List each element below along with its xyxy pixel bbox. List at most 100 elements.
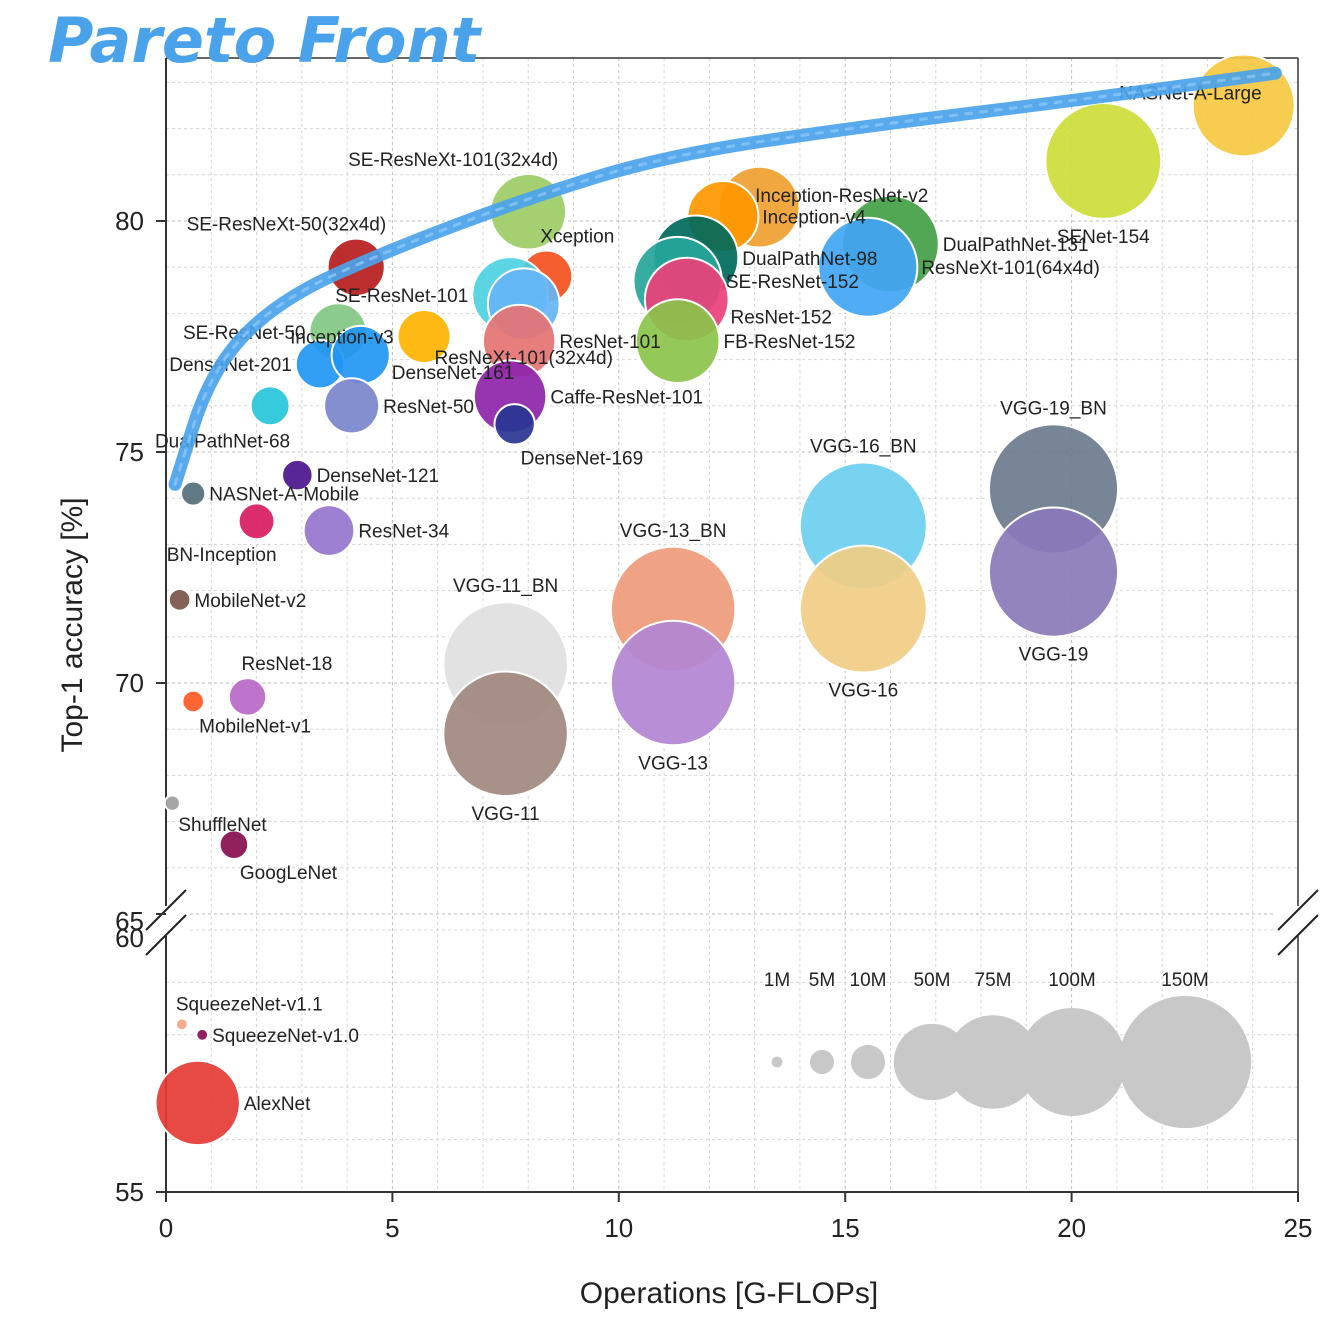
pareto-front-texture: [173, 71, 1277, 486]
x-tick-label: 10: [604, 1213, 633, 1243]
bubble-label: AlexNet: [244, 1094, 311, 1115]
bubble-label: ResNeXt-101(64x4d): [921, 258, 1099, 279]
legend-label: 1M: [764, 970, 790, 991]
bubble-label: Inception-ResNet-v2: [755, 186, 928, 207]
bubble-label: SE-ResNeXt-101(32x4d): [348, 150, 558, 171]
bubble: [817, 216, 919, 318]
bubble-label: VGG-11_BN: [453, 576, 558, 597]
legend-bubble: [1118, 995, 1252, 1129]
legend-bubble: [850, 1044, 886, 1080]
y-tick-label: 55: [115, 1177, 144, 1207]
bubble: [609, 619, 737, 747]
bubble-label: DenseNet-121: [317, 466, 440, 487]
bubble-label: Inception-v3: [290, 328, 394, 349]
bubble-label: VGG-11: [471, 804, 539, 825]
bubble: [227, 677, 268, 717]
bubble: [302, 504, 356, 557]
legend-bubble: [809, 1049, 835, 1075]
bubble: [493, 403, 536, 446]
bubble-label: VGG-16_BN: [810, 436, 917, 457]
y-tick-label: 60: [115, 923, 144, 953]
bubble-label: DualPathNet-68: [155, 431, 290, 452]
x-tick-label: 0: [159, 1213, 173, 1243]
legend-label: 50M: [914, 970, 951, 991]
axis-break-right: [1277, 889, 1319, 931]
y-tick-label: 75: [115, 437, 144, 467]
bubble-label: SE-ResNeXt-50(32x4d): [187, 215, 387, 236]
bubble: [987, 506, 1120, 638]
bubble-label: Caffe-ResNet-101: [550, 388, 703, 409]
bubbles: NASNet-A-LargeSENet-154SE-ResNeXt-101(32…: [154, 53, 1296, 1147]
y-axis-title: Top-1 accuracy [%]: [56, 497, 89, 752]
bubble-label: Xception: [540, 227, 614, 248]
bubble-label: DenseNet-161: [392, 363, 515, 384]
bubble: [181, 689, 205, 714]
bubble-label: DualPathNet-131: [943, 235, 1089, 256]
legend-label: 150M: [1161, 970, 1209, 991]
bubble-label: ResNet-50: [383, 397, 474, 418]
bubble-label: VGG-19_BN: [1000, 398, 1107, 419]
bubble-label: VGG-16: [828, 681, 898, 702]
bubble: [442, 670, 569, 798]
bubble: [154, 1059, 241, 1147]
plot-frame: [144, 57, 1320, 1193]
bubble: [180, 480, 207, 507]
bubble-label: ResNet-34: [358, 522, 449, 543]
bubble-label: ResNet-18: [242, 654, 333, 675]
bubble-label: NASNet-A-Mobile: [209, 485, 359, 506]
bubble-label: DualPathNet-98: [742, 249, 877, 270]
bubble-label: SqueezeNet-v1.1: [176, 994, 323, 1015]
legend-label: 75M: [975, 970, 1012, 991]
bubble: [1044, 102, 1163, 220]
bubble-label: Inception-v4: [762, 207, 866, 228]
bubble: [163, 794, 181, 812]
y-tick-label: 80: [115, 206, 144, 236]
bubble: [634, 298, 721, 384]
bubble-label: ShuffleNet: [178, 815, 267, 836]
bubble-label: ResNet-101: [559, 332, 660, 353]
x-tick-label: 25: [1284, 1213, 1313, 1243]
legend-label: 100M: [1048, 970, 1096, 991]
bubble: [281, 458, 314, 492]
bubble-label: ResNet-152: [731, 308, 832, 329]
legend-bubble: [1018, 1008, 1126, 1116]
bubble: [167, 588, 192, 612]
legend-label: 5M: [809, 970, 835, 991]
bubble: [396, 309, 452, 364]
bubble: [195, 1027, 210, 1042]
bubble: [174, 1017, 189, 1032]
pareto-front-title: Pareto Front: [48, 4, 483, 77]
axis-break-left: [145, 914, 187, 956]
bubble-label: BN-Inception: [167, 545, 277, 566]
bubble-label: SE-ResNet-152: [726, 272, 859, 293]
bubble: [218, 829, 250, 860]
x-axis-title: Operations [G-FLOPs]: [580, 1277, 878, 1310]
bubble-label: VGG-19: [1019, 645, 1089, 666]
bubble: [249, 385, 291, 427]
bubble-label: MobileNet-v1: [199, 716, 311, 737]
y-tick-label: 70: [115, 668, 144, 698]
legend-bubble: [771, 1056, 783, 1068]
size-legend: 1M 5M 10M 50M 75M 100M 150M: [764, 970, 1252, 1129]
bubble-label: SqueezeNet-v1.0: [212, 1026, 359, 1047]
x-tick-label: 20: [1057, 1213, 1086, 1243]
x-tick-label: 15: [831, 1213, 860, 1243]
bubble: [237, 502, 276, 541]
bubble-label: GoogLeNet: [240, 863, 338, 884]
bubble-label: VGG-13: [638, 753, 708, 774]
bubble-label: DenseNet-201: [169, 355, 292, 376]
bubble-label: VGG-13_BN: [620, 521, 727, 542]
axis-break-right: [1277, 914, 1319, 956]
x-tick-label: 5: [385, 1213, 399, 1243]
bubble: [323, 377, 381, 435]
legend-bubble: [946, 1015, 1040, 1109]
pareto-front: [168, 66, 1282, 491]
bubble-label: SENet-154: [1057, 227, 1150, 248]
axis-break-left: [145, 889, 187, 931]
bubble-label: FB-ResNet-152: [723, 332, 855, 353]
bubble-label: ResNeXt-101(32x4d): [434, 348, 612, 369]
bubble-label: DenseNet-169: [521, 448, 644, 469]
legend-label: 10M: [850, 970, 887, 991]
